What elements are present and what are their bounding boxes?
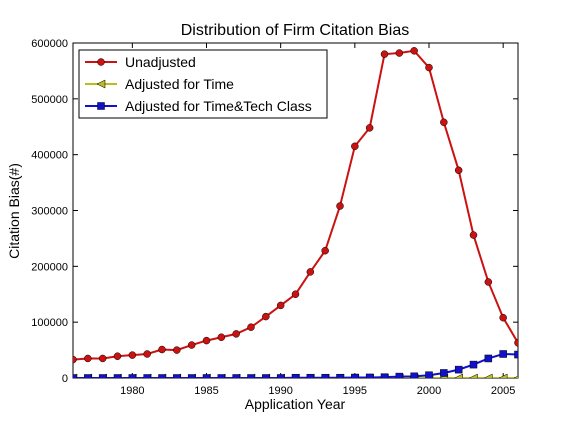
data-point: [144, 350, 151, 357]
data-point: [500, 350, 507, 357]
data-point: [159, 375, 166, 382]
data-point: [426, 372, 433, 379]
x-tick-label: 2005: [491, 385, 515, 397]
legend-marker: [98, 103, 105, 110]
data-point: [129, 352, 136, 359]
data-point: [144, 375, 151, 382]
data-point: [277, 302, 284, 309]
data-point: [366, 124, 373, 131]
data-point: [233, 375, 240, 382]
x-tick-label: 1985: [194, 385, 218, 397]
data-point: [84, 375, 91, 382]
data-point: [500, 314, 507, 321]
data-point: [426, 64, 433, 71]
y-tick-label: 400000: [31, 150, 68, 162]
data-point: [440, 369, 447, 376]
legend-marker: [98, 59, 105, 66]
data-point: [203, 337, 210, 344]
legend: Unadjusted Adjusted for Time Adjusted for …: [79, 50, 327, 118]
data-point: [307, 268, 314, 275]
y-axis-label: Citation Bias(#): [6, 163, 22, 259]
data-point: [188, 342, 195, 349]
data-point: [470, 232, 477, 239]
data-point: [292, 374, 299, 381]
data-point: [411, 47, 418, 54]
data-point: [396, 373, 403, 380]
data-point: [455, 167, 462, 174]
y-tick-label: 100000: [31, 317, 68, 329]
data-point: [322, 247, 329, 254]
data-point: [218, 334, 225, 341]
data-point: [114, 375, 121, 382]
data-point: [455, 374, 463, 382]
data-point: [322, 374, 329, 381]
data-point: [381, 51, 388, 58]
data-point: [173, 375, 180, 382]
data-point: [515, 339, 522, 346]
data-point: [277, 375, 284, 382]
data-point: [114, 353, 121, 360]
data-point: [248, 324, 255, 331]
data-point: [485, 278, 492, 285]
y-tick-label: 600000: [31, 38, 68, 50]
data-point: [337, 374, 344, 381]
data-point: [292, 291, 299, 298]
data-point: [515, 351, 522, 358]
y-tick-label: 500000: [31, 94, 68, 106]
legend-label: Unadjusted: [125, 54, 196, 70]
data-point: [381, 374, 388, 381]
data-point: [233, 330, 240, 337]
data-point: [455, 366, 462, 373]
data-point: [351, 374, 358, 381]
chart-title: Distribution of Firm Citation Bias: [181, 22, 410, 39]
x-axis-label: Application Year: [245, 396, 346, 412]
data-point: [99, 375, 106, 382]
data-point: [188, 375, 195, 382]
x-tick-label: 2000: [417, 385, 441, 397]
data-point: [396, 50, 403, 57]
data-point: [218, 375, 225, 382]
y-tick-label: 0: [62, 373, 68, 385]
data-point: [70, 356, 77, 363]
y-tick-label: 200000: [31, 261, 68, 273]
data-point: [366, 374, 373, 381]
data-point: [70, 375, 77, 382]
data-point: [484, 374, 492, 382]
data-point: [351, 143, 358, 150]
data-point: [485, 355, 492, 362]
data-point: [262, 375, 269, 382]
data-point: [470, 374, 478, 382]
x-tick-label: 1980: [120, 385, 144, 397]
data-point: [248, 375, 255, 382]
data-point: [203, 375, 210, 382]
data-point: [262, 313, 269, 320]
legend-label: Adjusted for Time: [125, 76, 234, 92]
x-tick-label: 1995: [343, 385, 367, 397]
data-point: [129, 375, 136, 382]
y-tick-label: 300000: [31, 206, 68, 218]
legend-label: Adjusted for Time&Tech Class: [125, 98, 312, 114]
data-point: [470, 361, 477, 368]
data-point: [159, 346, 166, 353]
data-point: [411, 373, 418, 380]
data-point: [173, 347, 180, 354]
data-point: [84, 355, 91, 362]
data-point: [99, 355, 106, 362]
data-point: [337, 203, 344, 210]
data-point: [440, 119, 447, 126]
data-point: [307, 374, 314, 381]
